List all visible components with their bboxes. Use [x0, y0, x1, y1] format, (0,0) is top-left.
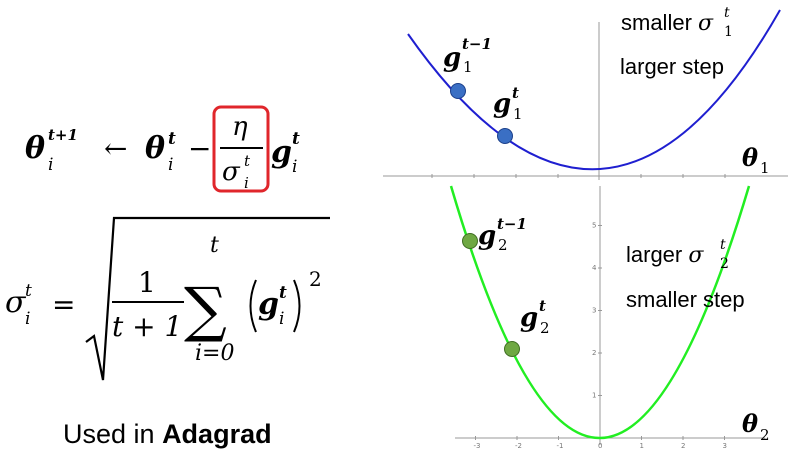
sigma-symbol: σ	[5, 285, 27, 320]
sigma-g: g	[258, 287, 279, 322]
bottom-axis-label: θ	[742, 409, 758, 438]
bottom-y-tick-label: 3	[592, 307, 596, 315]
frac-numerator: 1	[138, 266, 156, 299]
assign-arrow: ←	[104, 132, 127, 165]
minus-sign: −	[188, 132, 211, 165]
top-label-prev: g t−1 1	[443, 35, 492, 76]
svg-text:t−1: t−1	[497, 215, 527, 233]
theta-rhs: θ	[145, 131, 165, 166]
sigma-formula: σ t i = 1 t + 1 t ∑ i=0 g t i 2	[5, 216, 330, 381]
svg-text:t: t	[539, 297, 546, 315]
sigma-den-sup: t	[244, 152, 251, 170]
bottom-point-curr	[504, 341, 520, 357]
sigma-g-sup: t	[279, 283, 287, 303]
caption-prefix: Used in	[63, 419, 162, 449]
learning-rate-highlight-box	[212, 105, 270, 193]
power-two: 2	[309, 267, 322, 291]
equals-sign: =	[52, 288, 75, 321]
bottom-label-prev: g t−1 2	[478, 215, 527, 254]
sigma-sub: i	[25, 309, 30, 329]
update-formula: θ t+1 i ← θ t i − η σ t i g t i	[25, 105, 300, 193]
bottom-parabola	[449, 185, 751, 439]
bottom-y-tick-label: 2	[592, 349, 596, 357]
top-axis-label: θ	[742, 143, 758, 172]
svg-text:2: 2	[498, 236, 508, 254]
bottom-tick-labels: -3 -2 -1 0 1 2 3 1 2 3 4 5	[474, 222, 727, 451]
bottom-x-tick-label: -3	[474, 442, 481, 450]
top-label-curr: g t 1	[493, 84, 523, 123]
bottom-note-line1: larger σ	[626, 242, 704, 268]
top-note-line2: larger step	[620, 54, 724, 79]
top-note-sigma-sup: t	[724, 5, 730, 21]
theta-rhs-sub: i	[168, 155, 173, 175]
theta-lhs-sub: i	[48, 155, 53, 175]
top-point-prev	[450, 83, 466, 99]
bottom-x-tick-label: -1	[557, 442, 564, 450]
top-x-tick-marks	[431, 174, 726, 178]
bottom-label-curr: g t 2	[520, 297, 550, 337]
bottom-y-tick-label: 5	[592, 222, 596, 230]
sum-upper: t	[210, 233, 219, 258]
bottom-y-tick-label: 4	[592, 264, 597, 272]
caption: Used in Adagrad	[63, 419, 272, 449]
frac-denominator: t + 1	[112, 310, 182, 343]
sigma-denominator: σ	[222, 157, 241, 187]
bottom-point-prev	[462, 233, 478, 249]
top-axis-label-sub: 1	[760, 159, 770, 177]
sigma-den-sub: i	[244, 174, 249, 192]
gradient-g-sup: t	[292, 129, 300, 149]
bottom-note-sigma-sup: t	[720, 237, 726, 253]
right-paren	[293, 279, 301, 333]
bottom-x-tick-label: 0	[598, 442, 602, 450]
theta-lhs-sup: t+1	[48, 126, 78, 144]
bottom-plot: -3 -2 -1 0 1 2 3 1 2 3 4 5 g t−1 2 g t 2 larger σ t…	[449, 185, 770, 451]
bottom-x-tick-label: 3	[723, 442, 727, 450]
bottom-note-sigma-sub: 2	[720, 256, 729, 272]
sum-symbol: ∑	[184, 275, 227, 345]
sigma-g-sub: i	[279, 309, 284, 329]
svg-text:g: g	[520, 303, 538, 333]
svg-text:2: 2	[540, 319, 550, 337]
bottom-x-tick-label: 1	[640, 442, 644, 450]
gradient-g-sub: i	[292, 157, 297, 177]
sum-lower: i=0	[195, 341, 234, 366]
bottom-y-tick-label: 1	[592, 392, 596, 400]
top-parabola	[407, 9, 781, 171]
svg-text:t: t	[512, 84, 519, 102]
gradient-g: g	[271, 135, 292, 170]
svg-text:g: g	[443, 43, 461, 73]
sigma-sup: t	[25, 281, 32, 301]
top-plot: g t−1 1 g t 1 smaller σ t 1 larger step …	[383, 5, 788, 180]
svg-text:g: g	[493, 89, 511, 119]
theta-lhs: θ	[25, 131, 45, 166]
bottom-x-tick-label: -2	[515, 442, 522, 450]
top-point-curr	[497, 128, 513, 144]
bottom-x-tick-label: 2	[681, 442, 685, 450]
svg-text:t−1: t−1	[462, 35, 492, 53]
eta-numerator: η	[232, 112, 248, 142]
left-paren	[249, 279, 257, 333]
top-note-sigma-sub: 1	[724, 24, 733, 40]
svg-text:g: g	[478, 221, 496, 251]
caption-method: Adagrad	[162, 419, 272, 449]
bottom-note-line2: smaller step	[626, 287, 745, 312]
top-note-line1: smaller σ	[621, 10, 714, 36]
theta-rhs-sup: t	[168, 129, 176, 149]
bottom-axis-label-sub: 2	[760, 426, 770, 444]
svg-text:1: 1	[513, 105, 523, 123]
square-root-sign	[85, 216, 330, 381]
svg-text:1: 1	[463, 58, 473, 76]
